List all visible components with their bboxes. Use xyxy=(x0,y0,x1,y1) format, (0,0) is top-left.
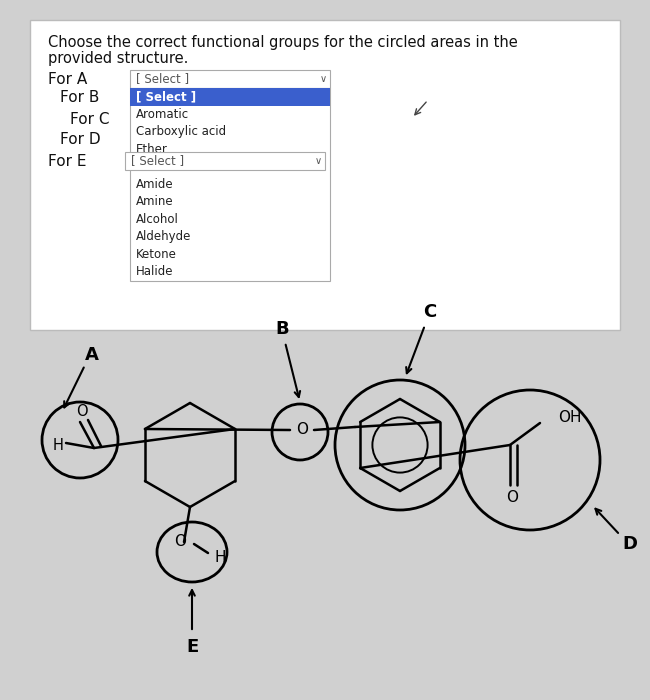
Text: D: D xyxy=(623,535,638,553)
FancyBboxPatch shape xyxy=(125,152,325,170)
Text: Carboxylic acid: Carboxylic acid xyxy=(136,125,226,139)
Text: O: O xyxy=(76,405,88,419)
Text: provided structure.: provided structure. xyxy=(48,51,188,66)
Text: [ Select ]: [ Select ] xyxy=(136,73,189,85)
Text: ∨: ∨ xyxy=(315,156,322,166)
Text: OH: OH xyxy=(558,410,582,426)
Text: Aldehyde: Aldehyde xyxy=(136,230,191,244)
Text: Ester: Ester xyxy=(136,160,166,174)
Text: Halide: Halide xyxy=(136,265,174,278)
Text: [ Select ]: [ Select ] xyxy=(136,90,196,103)
Text: Choose the correct functional groups for the circled areas in the: Choose the correct functional groups for… xyxy=(48,35,518,50)
Text: O: O xyxy=(506,491,518,505)
Text: H: H xyxy=(53,438,64,452)
Text: For E: For E xyxy=(48,153,86,169)
Text: Alcohol: Alcohol xyxy=(136,213,179,225)
Text: C: C xyxy=(423,303,437,321)
FancyBboxPatch shape xyxy=(30,20,620,330)
Text: H: H xyxy=(214,550,226,564)
Text: O: O xyxy=(296,423,308,438)
Text: Ether: Ether xyxy=(136,143,168,156)
Text: B: B xyxy=(275,320,289,338)
Text: Aromatic: Aromatic xyxy=(136,108,189,120)
Text: Amide: Amide xyxy=(136,178,174,190)
Text: E: E xyxy=(186,638,198,656)
FancyBboxPatch shape xyxy=(130,70,330,88)
Text: A: A xyxy=(85,346,99,364)
Text: For C: For C xyxy=(70,111,109,127)
Text: For D: For D xyxy=(60,132,101,148)
FancyBboxPatch shape xyxy=(130,88,330,106)
FancyBboxPatch shape xyxy=(130,88,330,281)
Text: ∨: ∨ xyxy=(320,74,327,84)
Text: For A: For A xyxy=(48,71,87,87)
Text: O: O xyxy=(174,535,186,550)
Text: For B: For B xyxy=(60,90,99,106)
Text: [ Select ]: [ Select ] xyxy=(131,155,184,167)
Text: Ketone: Ketone xyxy=(136,248,177,261)
Text: Amine: Amine xyxy=(136,195,174,209)
